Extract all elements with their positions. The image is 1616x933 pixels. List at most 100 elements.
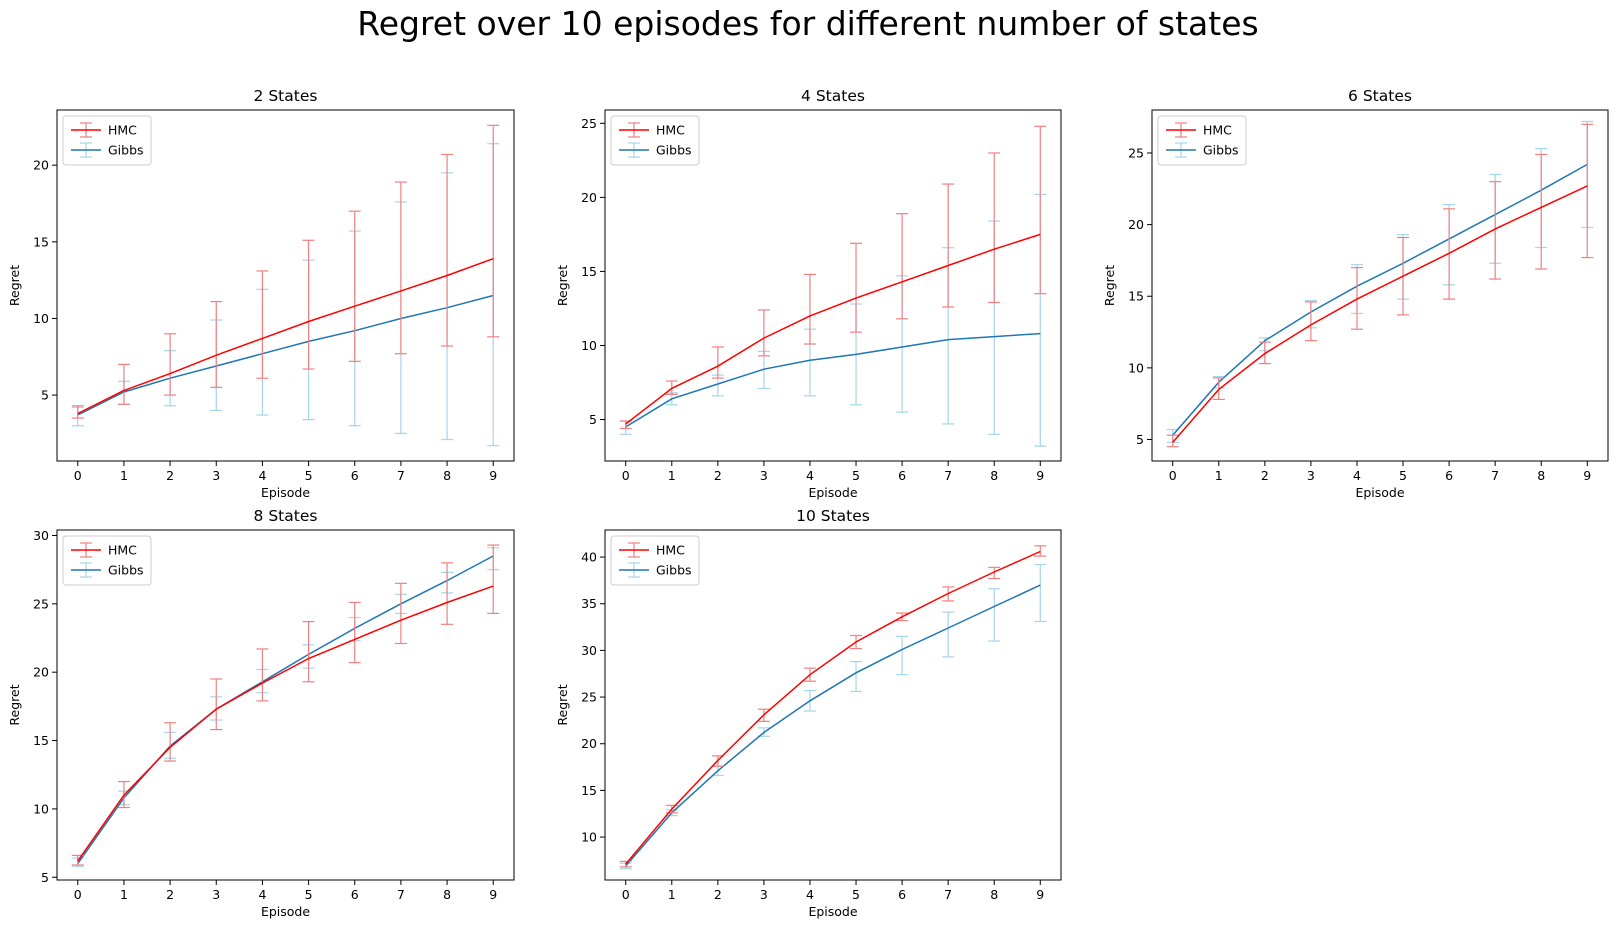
x-tick-label: 4 xyxy=(1353,468,1361,483)
x-tick-label: 4 xyxy=(258,887,266,902)
y-tick-label: 5 xyxy=(41,870,49,885)
plot-frame xyxy=(56,109,515,462)
x-tick-label: 8 xyxy=(443,887,451,902)
y-tick-label: 15 xyxy=(581,783,597,798)
legend-box xyxy=(62,115,152,166)
x-tick-label: 6 xyxy=(898,468,906,483)
y-tick-label: 10 xyxy=(33,801,49,816)
y-tick-label: 40 xyxy=(581,550,597,565)
y-tick-label: 15 xyxy=(33,234,49,249)
y-tick-label: 20 xyxy=(33,665,49,680)
y-axis-label: Regret xyxy=(555,265,570,306)
y-tick-label: 20 xyxy=(581,190,597,205)
legend-label-gibbs: Gibbs xyxy=(108,143,144,158)
x-tick-label: 0 xyxy=(622,468,630,483)
y-tick-label: 10 xyxy=(581,830,597,845)
y-tick-label: 25 xyxy=(1128,145,1144,160)
series-line xyxy=(77,257,494,415)
x-tick-label: 7 xyxy=(397,887,405,902)
x-tick-label: 3 xyxy=(1307,468,1315,483)
x-axis-label: Episode xyxy=(261,904,310,919)
legend-label-gibbs: Gibbs xyxy=(1203,143,1239,158)
series-line xyxy=(1172,163,1588,436)
y-tick-label: 20 xyxy=(33,158,49,173)
y-tick-label: 5 xyxy=(1136,432,1144,447)
x-tick-label: 7 xyxy=(397,468,405,483)
x-tick-label: 7 xyxy=(944,468,952,483)
x-tick-label: 5 xyxy=(852,468,860,483)
legend-label-gibbs: Gibbs xyxy=(108,563,144,578)
y-tick-label: 25 xyxy=(581,690,597,705)
y-tick-label: 15 xyxy=(1128,289,1144,304)
x-tick-label: 3 xyxy=(760,887,768,902)
x-tick-label: 0 xyxy=(1169,468,1177,483)
y-tick-label: 10 xyxy=(581,338,597,353)
legend-box xyxy=(1157,115,1247,166)
x-tick-label: 4 xyxy=(806,468,814,483)
x-tick-label: 3 xyxy=(212,887,220,902)
subplot-title: 4 States xyxy=(801,87,865,105)
x-tick-label: 2 xyxy=(166,887,174,902)
subplot-title: 2 States xyxy=(254,87,318,105)
x-axis-label: Episode xyxy=(808,904,857,919)
x-tick-label: 6 xyxy=(898,887,906,902)
legend-box xyxy=(610,115,700,166)
subplot-title: 10 States xyxy=(796,507,870,525)
figure-title: Regret over 10 episodes for different nu… xyxy=(357,4,1259,43)
x-tick-label: 5 xyxy=(852,887,860,902)
x-tick-label: 9 xyxy=(1583,468,1591,483)
plot-frame xyxy=(604,529,1062,881)
x-tick-label: 2 xyxy=(166,468,174,483)
x-tick-label: 3 xyxy=(212,468,220,483)
series-hmc xyxy=(71,544,500,866)
x-tick-label: 1 xyxy=(120,887,128,902)
x-tick-label: 2 xyxy=(1261,468,1269,483)
legend-label-hmc: HMC xyxy=(108,543,137,558)
y-tick-label: 25 xyxy=(581,116,597,131)
series-line xyxy=(77,294,494,416)
x-tick-label: 4 xyxy=(806,887,814,902)
x-tick-label: 3 xyxy=(760,468,768,483)
subplot-3: 6 States 0 1 2 3 4 5 6 7 8 9 5 10 15 20 25 Episode Regret… xyxy=(1102,87,1609,500)
y-axis-label: Regret xyxy=(7,684,22,725)
subplot-title: 6 States xyxy=(1348,87,1412,105)
series-line xyxy=(77,555,494,865)
x-tick-label: 6 xyxy=(351,468,359,483)
y-tick-label: 5 xyxy=(41,388,49,403)
x-tick-label: 2 xyxy=(714,468,722,483)
plot-frame xyxy=(604,109,1062,462)
series-line xyxy=(625,584,1041,867)
y-axis-label: Regret xyxy=(1102,265,1117,306)
x-tick-label: 6 xyxy=(351,887,359,902)
x-tick-label: 1 xyxy=(1215,468,1223,483)
series-gibbs xyxy=(1166,120,1594,443)
y-tick-label: 10 xyxy=(1128,360,1144,375)
x-tick-label: 1 xyxy=(120,468,128,483)
legend-label-gibbs: Gibbs xyxy=(656,563,692,578)
x-tick-label: 8 xyxy=(1537,468,1545,483)
y-tick-label: 5 xyxy=(589,412,597,427)
series-hmc xyxy=(619,545,1047,868)
y-tick-label: 30 xyxy=(581,643,597,658)
series-line xyxy=(625,233,1041,425)
series-hmc xyxy=(619,125,1047,430)
x-tick-label: 8 xyxy=(990,887,998,902)
x-tick-label: 9 xyxy=(489,468,497,483)
x-tick-label: 7 xyxy=(944,887,952,902)
plot-frame xyxy=(1151,109,1609,462)
x-tick-label: 6 xyxy=(1445,468,1453,483)
series-line xyxy=(77,585,494,862)
plot-frame xyxy=(56,529,515,881)
subplot-4: 8 States 0 1 2 3 4 5 6 7 8 9 5 10 15 20 25 30 Episode Regr… xyxy=(7,507,515,919)
x-tick-label: 5 xyxy=(1399,468,1407,483)
subplot-title: 8 States xyxy=(254,507,318,525)
subplot-1: 2 States 0 1 2 3 4 5 6 7 8 9 5 10 15 20 Episode Regret HM… xyxy=(7,87,515,500)
subplot-2: 4 States 0 1 2 3 4 5 6 7 8 9 5 10 15 20 25 Episode Regret… xyxy=(555,87,1062,500)
x-tick-label: 4 xyxy=(258,468,266,483)
legend-box xyxy=(610,535,700,586)
x-tick-label: 8 xyxy=(443,468,451,483)
x-tick-label: 9 xyxy=(1036,887,1044,902)
x-tick-label: 0 xyxy=(622,887,630,902)
y-axis-label: Regret xyxy=(7,265,22,306)
